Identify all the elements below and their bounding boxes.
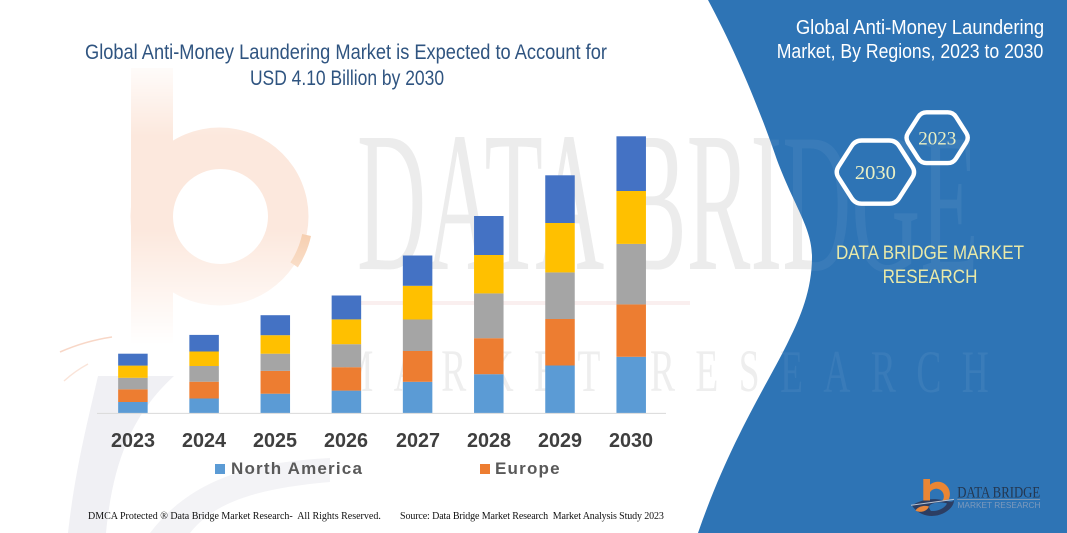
- svg-text:DATA BRIDGE: DATA BRIDGE: [957, 482, 1040, 501]
- svg-text:2023: 2023: [918, 128, 956, 149]
- svg-text:2030: 2030: [855, 162, 896, 184]
- svg-text:MARKET RESEARCH: MARKET RESEARCH: [958, 501, 1041, 510]
